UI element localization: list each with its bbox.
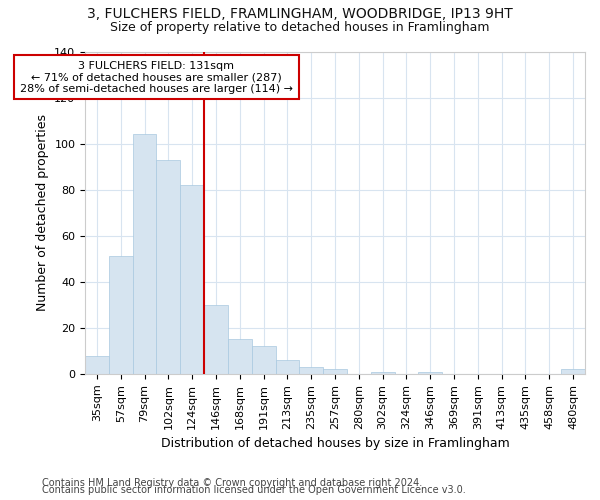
Text: 3, FULCHERS FIELD, FRAMLINGHAM, WOODBRIDGE, IP13 9HT: 3, FULCHERS FIELD, FRAMLINGHAM, WOODBRID… xyxy=(87,8,513,22)
Bar xyxy=(299,367,323,374)
Bar xyxy=(228,340,252,374)
X-axis label: Distribution of detached houses by size in Framlingham: Distribution of detached houses by size … xyxy=(161,437,509,450)
Bar xyxy=(323,370,347,374)
Bar xyxy=(133,134,157,374)
Y-axis label: Number of detached properties: Number of detached properties xyxy=(35,114,49,311)
Bar xyxy=(252,346,275,374)
Text: 3 FULCHERS FIELD: 131sqm
← 71% of detached houses are smaller (287)
28% of semi-: 3 FULCHERS FIELD: 131sqm ← 71% of detach… xyxy=(20,60,293,94)
Text: Contains HM Land Registry data © Crown copyright and database right 2024.: Contains HM Land Registry data © Crown c… xyxy=(42,478,422,488)
Text: Size of property relative to detached houses in Framlingham: Size of property relative to detached ho… xyxy=(110,21,490,34)
Bar xyxy=(157,160,180,374)
Bar xyxy=(85,356,109,374)
Bar xyxy=(204,305,228,374)
Bar xyxy=(275,360,299,374)
Bar xyxy=(371,372,395,374)
Bar xyxy=(561,370,585,374)
Bar xyxy=(180,185,204,374)
Bar xyxy=(109,256,133,374)
Text: Contains public sector information licensed under the Open Government Licence v3: Contains public sector information licen… xyxy=(42,485,466,495)
Bar xyxy=(418,372,442,374)
